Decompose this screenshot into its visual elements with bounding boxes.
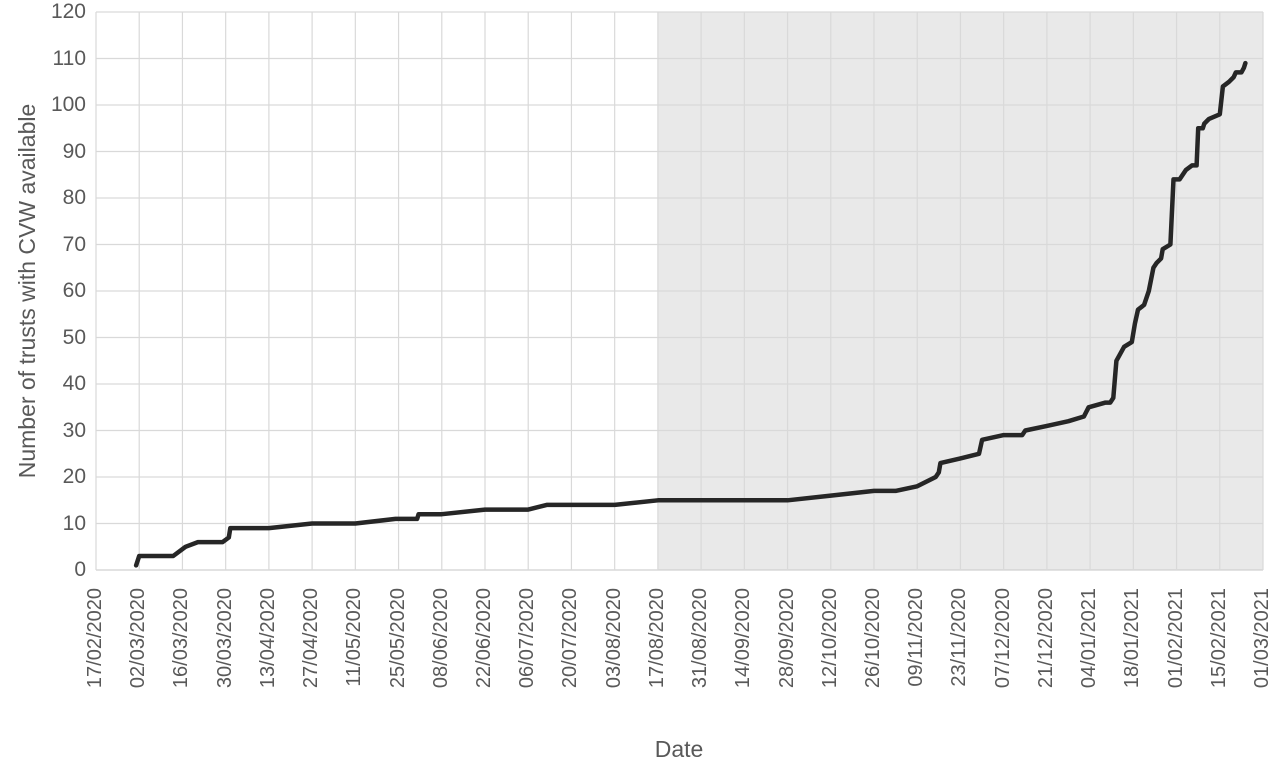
x-tick-label: 13/04/2020 — [256, 588, 279, 689]
y-tick-label: 50 — [62, 325, 86, 349]
x-tick-label: 04/01/2021 — [1078, 588, 1101, 689]
y-tick-label: 0 — [74, 558, 86, 581]
y-tick-label: 90 — [62, 139, 86, 163]
x-tick-label: 16/03/2020 — [170, 588, 193, 689]
x-tick-label: 25/05/2020 — [386, 588, 409, 689]
y-tick-label: 60 — [62, 279, 86, 302]
x-tick-label: 23/11/2020 — [948, 588, 971, 687]
x-tick-label: 20/07/2020 — [559, 588, 582, 689]
x-tick-label: 27/04/2020 — [300, 588, 323, 689]
x-tick-label: 07/12/2020 — [991, 588, 1014, 689]
x-tick-label: 30/03/2020 — [213, 588, 236, 689]
x-tick-label: 03/08/2020 — [602, 588, 625, 689]
x-tick-label: 31/08/2020 — [689, 588, 712, 689]
y-tick-label: 10 — [62, 511, 86, 535]
x-tick-label: 15/02/2021 — [1207, 588, 1230, 689]
x-tick-label: 09/11/2020 — [905, 588, 928, 687]
x-tick-label: 11/05/2020 — [343, 588, 366, 687]
x-tick-label: 18/01/2021 — [1121, 588, 1144, 689]
y-tick-label: 40 — [62, 372, 86, 395]
x-tick-label: 14/09/2020 — [732, 588, 755, 689]
x-tick-label: 01/03/2021 — [1251, 588, 1273, 689]
y-tick-label: 100 — [50, 93, 86, 116]
x-tick-label: 21/12/2020 — [1034, 588, 1057, 689]
x-axis-title: Date — [654, 736, 704, 762]
y-tick-label: 20 — [62, 465, 86, 488]
x-tick-label: 02/03/2020 — [127, 588, 150, 689]
y-tick-label: 120 — [50, 0, 86, 23]
y-tick-label: 70 — [62, 232, 86, 256]
x-tick-label: 06/07/2020 — [516, 588, 539, 689]
x-tick-label: 26/10/2020 — [862, 588, 884, 689]
x-tick-label: 17/02/2020 — [84, 588, 106, 689]
x-tick-label: 08/06/2020 — [429, 588, 452, 689]
cvw-trusts-series-line — [133, 60, 1248, 568]
y-tick-label: 80 — [62, 186, 86, 209]
y-tick-label: 110 — [52, 46, 86, 70]
x-tick-label: 22/06/2020 — [473, 588, 495, 689]
x-tick-label: 01/02/2021 — [1164, 588, 1187, 689]
x-tick-label: 28/09/2020 — [775, 588, 798, 689]
x-tick-label: 17/08/2020 — [645, 588, 668, 689]
y-tick-label: 30 — [62, 418, 86, 442]
x-tick-label: 12/10/2020 — [818, 588, 841, 689]
